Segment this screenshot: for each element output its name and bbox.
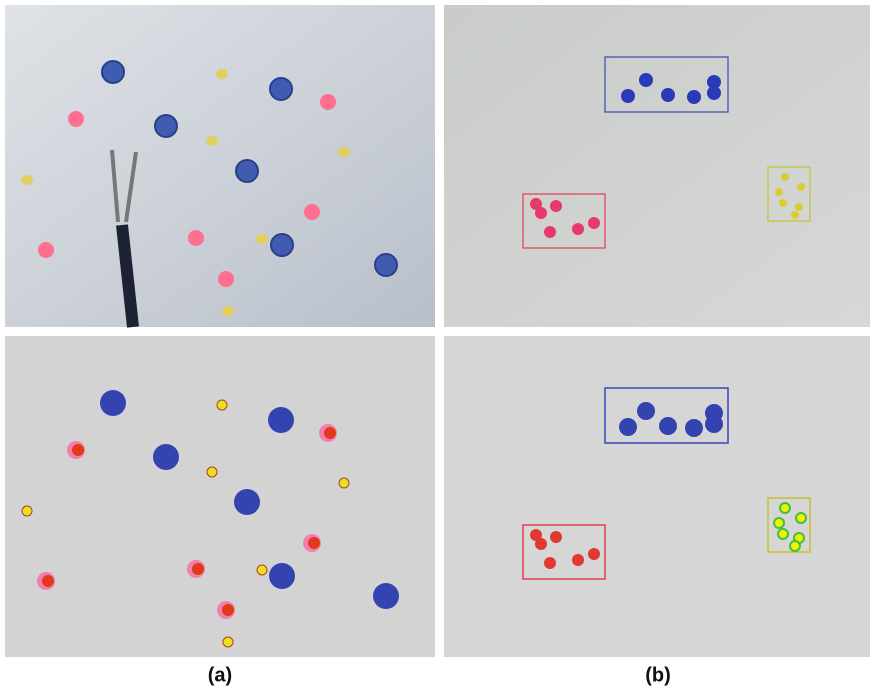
segmented-bead — [572, 554, 584, 566]
segmented-bead — [588, 548, 600, 560]
yellow-blob — [217, 400, 227, 410]
bead — [544, 226, 556, 238]
segmented-bead — [685, 419, 703, 437]
segmented-bead — [790, 541, 800, 551]
bead — [795, 203, 803, 211]
bead — [707, 86, 721, 100]
blue-blob — [269, 563, 295, 589]
figure: (a) (b) — [0, 0, 872, 690]
bead — [550, 200, 562, 212]
yellow-bead — [256, 234, 268, 244]
red-blob — [308, 537, 320, 549]
blue-blob — [153, 444, 179, 470]
yellow-blob — [207, 467, 217, 477]
bead — [661, 88, 675, 102]
blue-bead — [155, 115, 177, 137]
yellow-blob — [257, 565, 267, 575]
bead — [791, 211, 799, 219]
segmented-bead — [659, 417, 677, 435]
yellow-bead — [222, 306, 234, 316]
segmented-bead — [780, 503, 790, 513]
segmentation-panel — [444, 336, 870, 657]
segmented-bead — [550, 531, 562, 543]
blue-bead — [270, 78, 292, 100]
bead — [687, 90, 701, 104]
segmented-bead — [619, 418, 637, 436]
segmented-bead — [637, 402, 655, 420]
blue-blob — [234, 489, 260, 515]
bead — [621, 89, 635, 103]
blue-bead — [102, 61, 124, 83]
blue-bead — [375, 254, 397, 276]
yellow-bead — [216, 69, 228, 79]
bead — [639, 73, 653, 87]
segmented-bead — [544, 557, 556, 569]
bead — [572, 223, 584, 235]
red-blob — [42, 575, 54, 587]
bead — [588, 217, 600, 229]
segmented-bead — [774, 518, 784, 528]
pink-bead — [218, 271, 234, 287]
bead — [775, 188, 783, 196]
blue-blob — [373, 583, 399, 609]
red-blob — [72, 444, 84, 456]
yellow-blob — [223, 637, 233, 647]
segmented-bead — [778, 529, 788, 539]
bead — [781, 173, 789, 181]
segmented-bead — [705, 415, 723, 433]
bead — [797, 183, 805, 191]
blue-bead — [271, 234, 293, 256]
pink-bead — [304, 204, 320, 220]
yellow-bead — [21, 175, 33, 185]
pink-bead — [188, 230, 204, 246]
red-blob — [192, 563, 204, 575]
pink-bead — [38, 242, 54, 258]
caption: (a) — [208, 664, 232, 686]
yellow-blob — [22, 506, 32, 516]
red-blob — [324, 427, 336, 439]
segmented-bead — [796, 513, 806, 523]
bead — [535, 207, 547, 219]
pink-bead — [68, 111, 84, 127]
yellow-blob — [339, 478, 349, 488]
blue-blob — [100, 390, 126, 416]
pink-bead — [320, 94, 336, 110]
bead — [779, 199, 787, 207]
blue-bead — [236, 160, 258, 182]
red-blob — [222, 604, 234, 616]
segmented-bead — [535, 538, 547, 550]
blue-blob — [268, 407, 294, 433]
yellow-bead — [338, 147, 350, 157]
yellow-bead — [206, 136, 218, 146]
photo-panel — [444, 5, 870, 327]
caption: (b) — [645, 664, 671, 686]
